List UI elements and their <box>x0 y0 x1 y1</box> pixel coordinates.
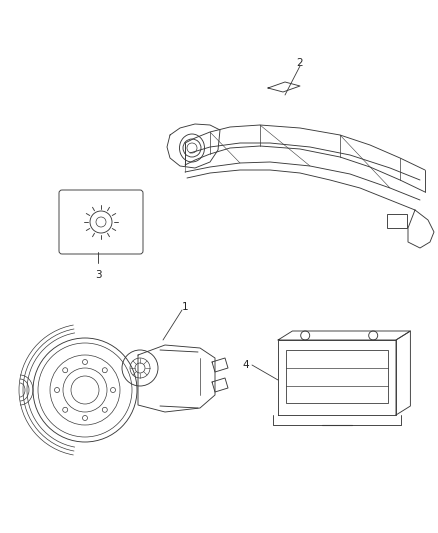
Text: 4: 4 <box>243 360 249 370</box>
Text: 3: 3 <box>95 270 101 280</box>
Bar <box>286 350 388 403</box>
Bar <box>387 214 407 228</box>
Text: 2: 2 <box>297 58 303 68</box>
Text: 1: 1 <box>182 302 188 312</box>
